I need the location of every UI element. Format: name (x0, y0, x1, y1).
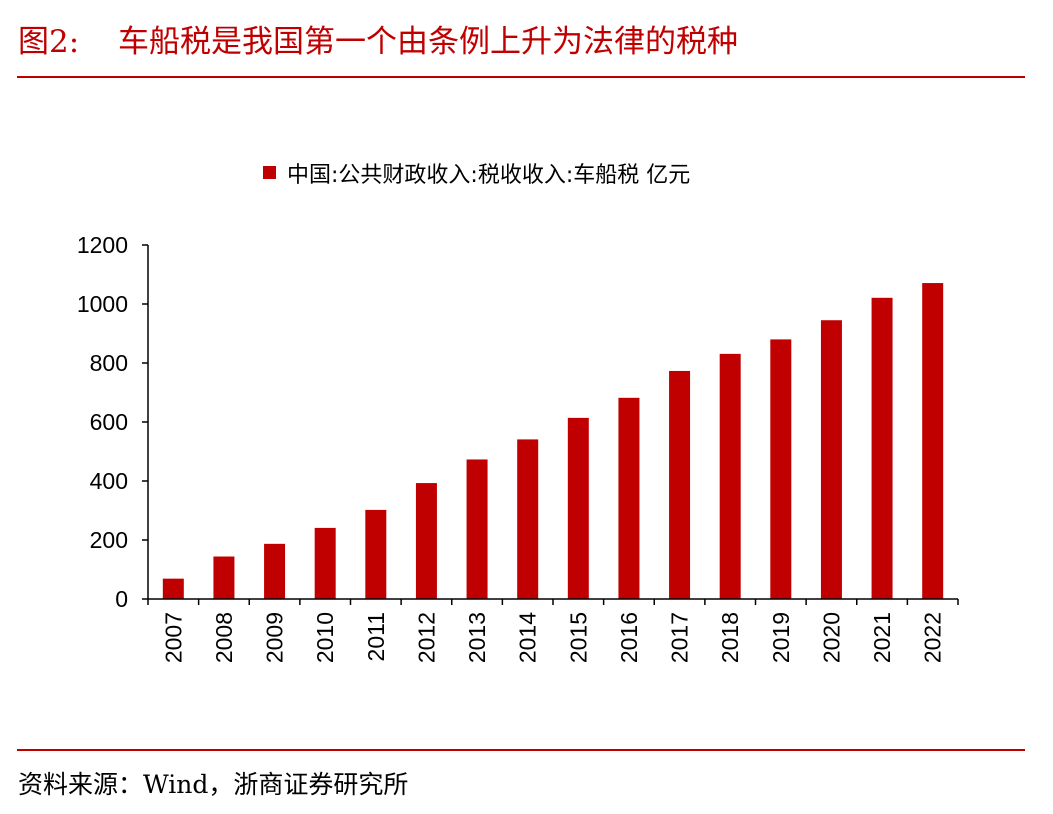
figure-title-text: 车船税是我国第一个由条例上升为法律的税种 (118, 24, 738, 60)
x-tick-label: 2010 (312, 612, 338, 663)
figure-number: 图2: (18, 24, 80, 60)
bar (618, 397, 640, 599)
bar (871, 297, 893, 599)
x-tick-label: 2020 (818, 612, 844, 663)
y-tick-label: 1000 (77, 291, 128, 317)
bar (213, 556, 235, 599)
y-tick-label: 1200 (77, 232, 128, 258)
x-axis: 2007 2008 2009 2010 2011 2012 2013 2014 2015 2016… (147, 598, 959, 663)
x-tick-label: 2021 (869, 612, 895, 663)
x-tick-label: 2019 (768, 612, 794, 663)
bar (567, 417, 589, 599)
y-tick-label: 0 (115, 586, 128, 612)
bar (314, 527, 336, 599)
legend-label: 中国:公共财政收入:税收收入:车船税 亿元 (287, 163, 690, 188)
bar (669, 370, 691, 599)
x-tick-label: 2015 (565, 612, 591, 663)
x-tick-label: 2016 (616, 612, 642, 663)
y-tick-label: 600 (90, 409, 128, 435)
y-tick-label: 200 (90, 527, 128, 553)
x-tick-label: 2008 (211, 612, 237, 663)
y-tick-label: 400 (90, 468, 128, 494)
x-tick-label: 2011 (363, 612, 389, 661)
bar-series (162, 283, 944, 599)
bar (517, 439, 539, 599)
bar (415, 483, 437, 599)
bar (264, 543, 286, 599)
x-tick-label: 2007 (160, 612, 186, 663)
x-tick-label: 2009 (262, 612, 288, 663)
bar (365, 509, 387, 599)
legend-swatch (263, 166, 276, 179)
bar (719, 353, 741, 599)
source-divider (17, 749, 1025, 751)
chart-legend: 中国:公共财政收入:税收收入:车船税 亿元 (263, 163, 690, 188)
figure-title: 图2: 车船税是我国第一个由条例上升为法律的税种 (18, 22, 738, 62)
bar (162, 578, 184, 599)
x-tick-label: 2018 (717, 612, 743, 663)
bar (466, 459, 488, 599)
x-tick-label: 2014 (515, 612, 541, 663)
y-tick-label: 800 (90, 350, 128, 376)
title-divider (17, 76, 1025, 78)
bar (820, 320, 842, 599)
x-tick-label: 2022 (920, 612, 946, 663)
y-axis: 0 200 400 600 800 1000 1200 (77, 232, 149, 612)
x-tick-label: 2017 (667, 612, 693, 663)
bar (922, 283, 944, 599)
x-tick-label: 2013 (464, 612, 490, 663)
x-tick-label: 2012 (413, 612, 439, 663)
source-note: 资料来源：Wind，浙商证券研究所 (18, 770, 409, 799)
bar (770, 339, 792, 599)
